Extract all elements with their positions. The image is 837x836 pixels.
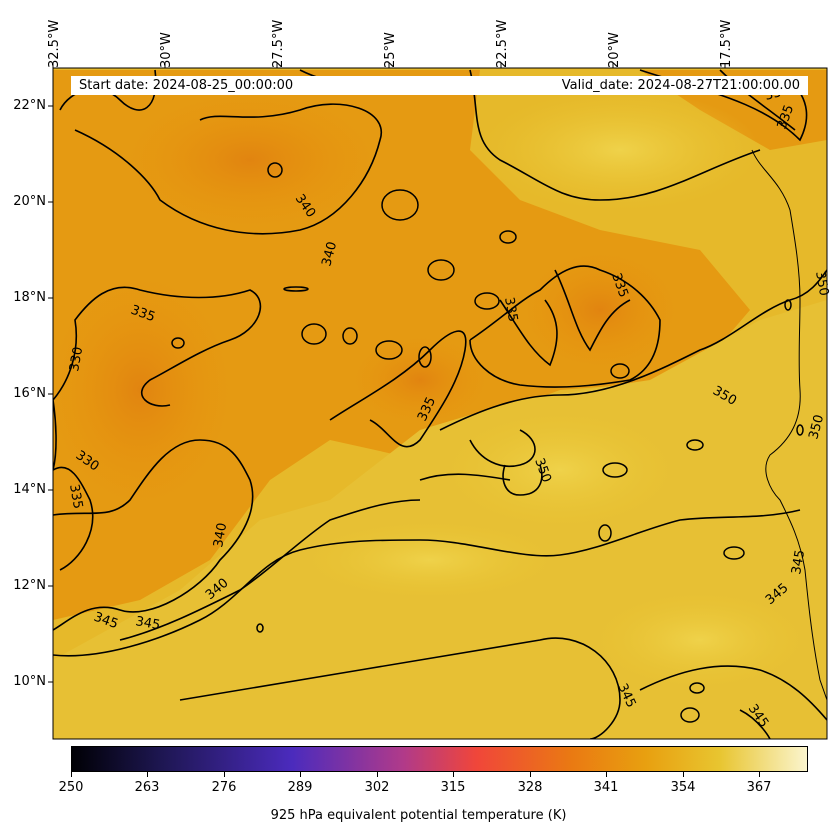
start-date-text: Start date: 2024-08-25_00:00:00	[79, 78, 294, 93]
contour-label-group: 330 335 340 340 335 335 335 350 330 350 …	[66, 83, 831, 731]
colorbar-tick-label: 341	[593, 780, 619, 795]
lat-label: 12°N	[13, 578, 46, 593]
colorbar-tick-label: 354	[670, 780, 696, 795]
colorbar-tick-label: 276	[211, 780, 237, 795]
lon-label: 25°W	[383, 32, 398, 68]
lon-label: 32.5°W	[47, 19, 62, 68]
colorbar-tick-label: 289	[287, 780, 313, 795]
lat-label: 22°N	[13, 98, 46, 113]
map-frame	[52, 67, 828, 740]
lon-label: 30°W	[159, 32, 174, 68]
colorbar-label: 925 hPa equivalent potential temperature…	[270, 808, 567, 823]
lat-label: 16°N	[13, 386, 46, 401]
colorbar-tick-label: 250	[58, 780, 84, 795]
colorbar-gradient	[71, 746, 808, 772]
contour-lines	[53, 69, 827, 739]
contour-label-340-b: 340	[319, 240, 340, 268]
contour-label-340-c: 340	[211, 522, 230, 549]
lat-label: 14°N	[13, 482, 46, 497]
contour-label-350-c: 350	[806, 413, 827, 441]
lon-label: 17.5°W	[719, 19, 734, 68]
colorbar-tick-label: 367	[746, 780, 772, 795]
lat-label: 18°N	[13, 290, 46, 305]
lat-label: 20°N	[13, 194, 46, 209]
colorbar-tick-label: 315	[440, 780, 466, 795]
colorbar	[71, 746, 808, 772]
contour-label-335-d: 335	[501, 296, 520, 323]
colorbar-tick-label: 328	[517, 780, 543, 795]
coastline	[751, 149, 827, 701]
contour-label-345-b: 345	[134, 614, 161, 633]
contour-label-345-e: 345	[789, 549, 808, 576]
contour-label-350-right: 350	[812, 270, 831, 297]
lon-label: 20°W	[607, 32, 622, 68]
contour-label-335-g: 335	[66, 483, 85, 510]
lon-label: 22.5°W	[495, 19, 510, 68]
lat-label: 10°N	[13, 674, 46, 689]
lon-label: 27.5°W	[271, 19, 286, 68]
date-info-bar: Start date: 2024-08-25_00:00:00 Valid_da…	[71, 76, 808, 95]
valid-date-text: Valid_date: 2024-08-27T21:00:00.00	[561, 78, 800, 93]
colorbar-tick-label: 302	[364, 780, 390, 795]
colorbar-tick-label: 263	[134, 780, 160, 795]
contour-label-330-left: 330	[67, 346, 86, 373]
